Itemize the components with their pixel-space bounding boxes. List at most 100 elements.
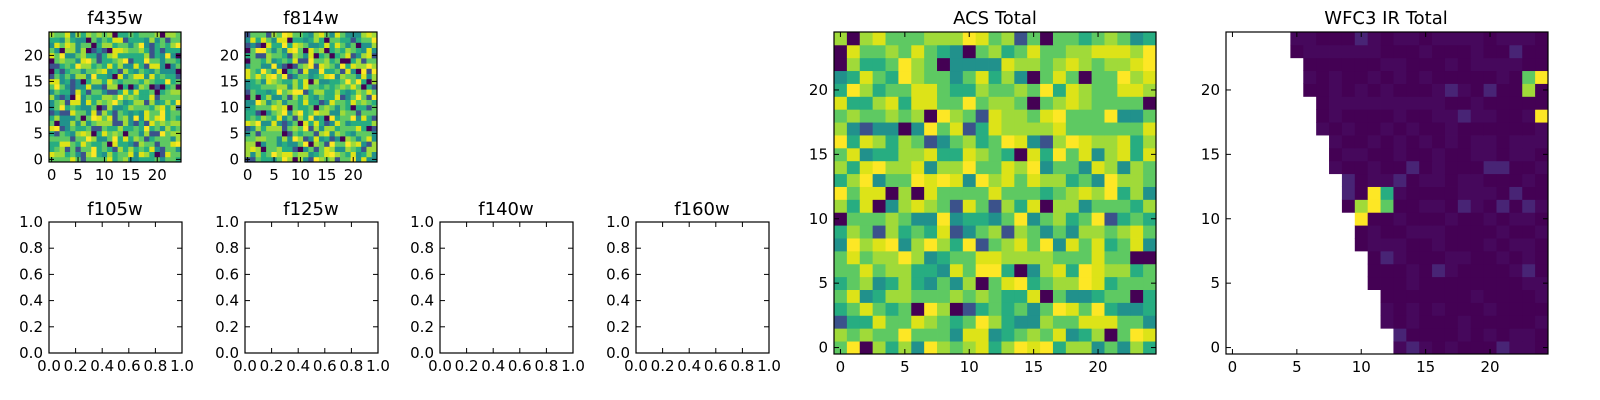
heatmap-cell xyxy=(287,73,293,80)
heatmap-cell xyxy=(1040,289,1054,303)
heatmap-cell xyxy=(255,89,262,95)
heatmap-cell xyxy=(1052,173,1067,187)
heatmap-cell xyxy=(1329,96,1343,110)
heatmap-cell xyxy=(85,52,92,59)
heatmap-cell xyxy=(70,52,76,59)
panel-title-f140w: f140w xyxy=(478,199,533,220)
heatmap-cell xyxy=(1432,32,1446,46)
heatmap-cell xyxy=(324,130,330,137)
heatmap-cell xyxy=(287,68,293,74)
heatmap-cell xyxy=(80,84,87,90)
heatmap-cell xyxy=(170,42,177,48)
heatmap-cell xyxy=(329,94,336,100)
heatmap-cell xyxy=(91,146,97,152)
heatmap-cell xyxy=(1001,32,1015,46)
heatmap-cell xyxy=(49,110,55,116)
heatmap-cell xyxy=(1444,109,1459,123)
heatmap-cell xyxy=(64,136,71,142)
heatmap-cell xyxy=(281,42,288,48)
panel-title-f435w: f435w xyxy=(87,8,142,29)
heatmap-cell xyxy=(371,115,378,121)
heatmap-cell xyxy=(159,130,166,137)
heatmap-cell xyxy=(75,58,82,64)
heatmap-cell xyxy=(303,99,309,106)
heatmap-cell xyxy=(949,83,964,97)
heatmap-cell xyxy=(1027,96,1041,110)
heatmap-cell xyxy=(308,104,315,111)
heatmap-cell xyxy=(271,94,278,100)
heatmap-cell xyxy=(281,58,288,64)
heatmap-cell xyxy=(361,89,367,95)
heatmap-cell xyxy=(1040,122,1054,136)
heatmap-cell xyxy=(1329,122,1343,136)
heatmap-cell xyxy=(872,315,886,329)
heatmap-cell xyxy=(911,147,925,162)
x-tick-label: 5 xyxy=(269,166,279,184)
y-tick-label: 0.6 xyxy=(410,265,434,283)
heatmap-cell xyxy=(872,122,886,136)
heatmap-cell xyxy=(1143,186,1157,200)
heatmap-cell xyxy=(350,68,357,74)
heatmap-cell xyxy=(75,47,82,54)
heatmap-cell xyxy=(949,32,964,46)
heatmap-cell xyxy=(1091,341,1105,355)
x-tick-label: 0.2 xyxy=(455,357,479,375)
heatmap-cell xyxy=(133,32,140,38)
heatmap-cell xyxy=(292,78,299,85)
heatmap-cell xyxy=(297,68,304,74)
heatmap-cell xyxy=(1419,302,1433,316)
heatmap-cell xyxy=(988,186,1002,200)
heatmap-cell xyxy=(1393,109,1407,123)
heatmap-cell xyxy=(366,78,373,85)
heatmap-cell xyxy=(924,199,938,213)
heatmap-cell xyxy=(96,136,103,142)
heatmap-cell xyxy=(334,68,341,74)
heatmap-cell xyxy=(1470,109,1484,123)
heatmap-cell xyxy=(128,52,134,59)
heatmap-cell xyxy=(1078,315,1092,329)
heatmap-cell xyxy=(1091,302,1105,316)
heatmap-cell xyxy=(885,225,899,239)
heatmap-cell xyxy=(101,37,108,43)
heatmap-cell xyxy=(101,125,108,132)
heatmap-cell xyxy=(911,199,925,213)
heatmap-cell xyxy=(340,68,346,74)
heatmap-cell xyxy=(1444,96,1459,110)
heatmap-cell xyxy=(75,104,82,111)
heatmap-cell xyxy=(898,83,912,97)
heatmap-cell xyxy=(260,68,267,74)
heatmap-cell xyxy=(138,146,145,152)
heatmap-cell xyxy=(962,160,977,175)
heatmap-cell xyxy=(96,73,103,80)
heatmap-cell xyxy=(340,52,346,59)
heatmap-cell xyxy=(1367,160,1381,175)
heatmap-cell xyxy=(834,263,848,278)
heatmap-cell xyxy=(1496,263,1510,278)
heatmap-cell xyxy=(334,156,341,163)
heatmap-cell xyxy=(1496,135,1510,149)
heatmap-cell xyxy=(54,94,60,100)
heatmap-cell xyxy=(1470,328,1484,342)
heatmap-cell xyxy=(340,89,346,95)
heatmap-cell xyxy=(340,115,346,121)
heatmap-cell xyxy=(313,63,320,69)
heatmap-cell xyxy=(1040,83,1054,97)
heatmap-cell xyxy=(962,70,977,84)
heatmap-cell xyxy=(1444,57,1459,72)
heatmap-cell xyxy=(59,125,66,132)
heatmap-cell xyxy=(975,173,989,187)
heatmap-cell xyxy=(91,89,97,95)
x-tick-label: 0.6 xyxy=(704,357,728,375)
heatmap-cell xyxy=(1014,289,1028,303)
heatmap-cell xyxy=(245,58,251,64)
heatmap-cell xyxy=(1367,238,1381,252)
heatmap-cell xyxy=(308,68,315,74)
heatmap-cell xyxy=(924,302,938,316)
heatmap-cell xyxy=(898,199,912,213)
heatmap-cell xyxy=(281,94,288,100)
heatmap-cell xyxy=(1014,147,1028,162)
panel-f125w: f125w 0.0 0.2 0.4 0.6 0.8 1.00.00.20.40.60.81… xyxy=(215,199,390,375)
heatmap-cell xyxy=(834,109,848,123)
heatmap-cell xyxy=(1104,250,1118,265)
heatmap-cell xyxy=(898,135,912,149)
